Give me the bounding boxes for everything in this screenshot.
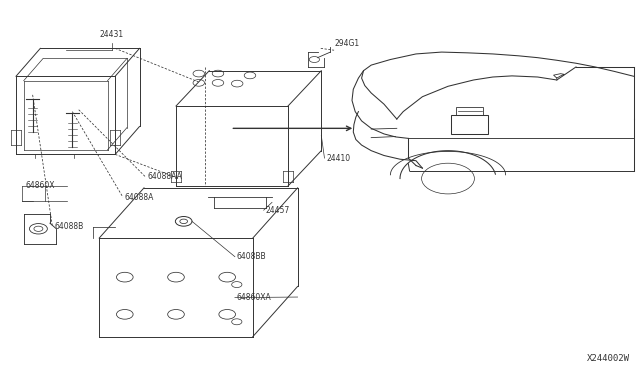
Text: 64088AA: 64088AA — [147, 172, 182, 181]
Text: X244002W: X244002W — [588, 354, 630, 363]
Text: 64860XA: 64860XA — [237, 293, 271, 302]
Text: 24457: 24457 — [266, 206, 290, 215]
Text: 294G1: 294G1 — [334, 39, 359, 48]
Bar — [451, 115, 488, 134]
Text: 64860X: 64860X — [26, 181, 55, 190]
Text: 6408BB: 6408BB — [237, 252, 266, 261]
Text: 24431: 24431 — [100, 30, 124, 39]
Text: 24410: 24410 — [326, 154, 351, 163]
Text: 64088A: 64088A — [125, 193, 154, 202]
Bar — [456, 107, 483, 115]
Text: 64088B: 64088B — [54, 222, 84, 231]
